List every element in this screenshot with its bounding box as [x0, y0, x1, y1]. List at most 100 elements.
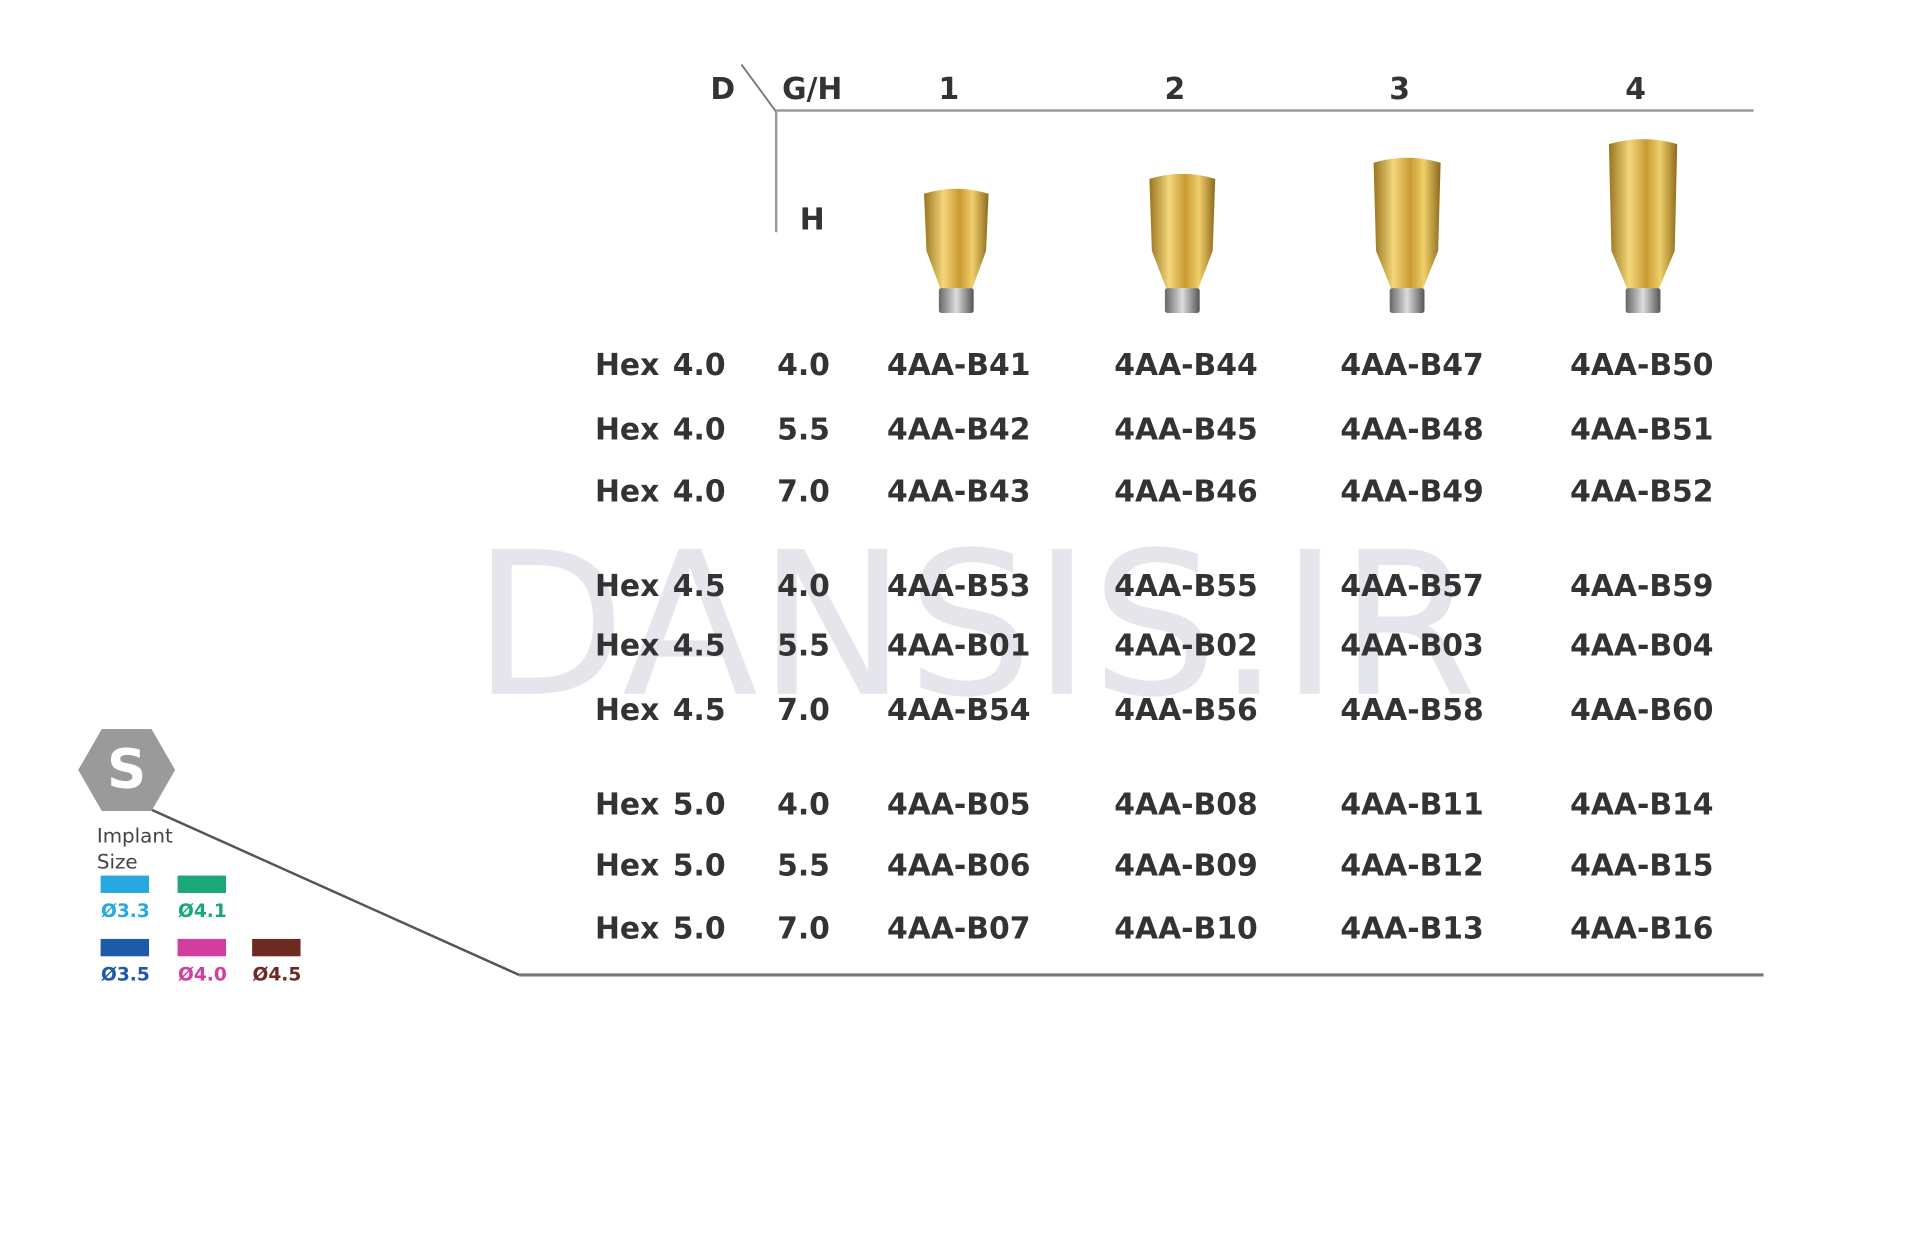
abutment-screw	[1164, 288, 1200, 313]
row-h: 4.0	[777, 348, 830, 383]
product-code: 4AA-B14	[1570, 788, 1713, 823]
size-label: Ø4.1	[178, 901, 227, 922]
row-type: Hex	[595, 788, 659, 823]
product-code: 4AA-B51	[1570, 412, 1713, 447]
row-type: Hex	[595, 848, 659, 883]
abutment-image	[1608, 139, 1678, 313]
product-code: 4AA-B52	[1570, 475, 1713, 510]
product-code: 4AA-B43	[887, 475, 1030, 510]
product-code: 4AA-B13	[1340, 912, 1483, 947]
row-h: 7.0	[777, 693, 830, 728]
row-d: 4.5	[673, 629, 726, 664]
header-divider	[740, 64, 777, 113]
abutment-body	[1373, 157, 1441, 289]
row-d: 4.5	[673, 693, 726, 728]
row-type: Hex	[595, 475, 659, 510]
row-type: Hex	[595, 693, 659, 728]
abutment-body	[1608, 139, 1678, 289]
row-type: Hex	[595, 629, 659, 664]
abutment-image	[1373, 157, 1441, 313]
product-code: 4AA-B45	[1114, 412, 1257, 447]
column-header: 4	[1625, 72, 1646, 107]
product-code: 4AA-B57	[1340, 569, 1483, 604]
abutment-body	[1149, 173, 1216, 289]
column-header: 2	[1164, 72, 1185, 107]
row-type: Hex	[595, 412, 659, 447]
size-swatch	[177, 875, 227, 893]
badge: S	[107, 737, 146, 801]
legend-title: Implant	[97, 825, 173, 848]
product-code: 4AA-B59	[1570, 569, 1713, 604]
abutment-image	[1149, 173, 1216, 313]
row-d: 4.0	[673, 475, 726, 510]
size-label: Ø4.5	[253, 964, 302, 985]
abutment-screw	[1625, 288, 1661, 313]
product-code: 4AA-B06	[887, 848, 1030, 883]
row-d: 4.5	[673, 569, 726, 604]
watermark: DANSIS.IR	[473, 510, 1478, 741]
row-h: 7.0	[777, 475, 830, 510]
size-swatch	[252, 938, 301, 957]
size-label: Ø3.3	[101, 901, 150, 922]
header-h: H	[800, 203, 825, 238]
size-swatch	[100, 875, 150, 893]
row-h: 7.0	[777, 912, 830, 947]
product-code: 4AA-B58	[1340, 693, 1483, 728]
row-d: 4.0	[673, 348, 726, 383]
row-type: Hex	[595, 569, 659, 604]
row-d: 5.0	[673, 848, 726, 883]
row-d: 4.0	[673, 412, 726, 447]
product-code: 4AA-B42	[887, 412, 1030, 447]
product-code: 4AA-B53	[887, 569, 1030, 604]
row-d: 5.0	[673, 912, 726, 947]
table: D G/H H	[151, 64, 1764, 977]
product-code: 4AA-B16	[1570, 912, 1713, 947]
size-label: Ø3.5	[101, 964, 150, 985]
size-label: Ø4.0	[178, 964, 227, 985]
header-d: D	[710, 72, 735, 107]
product-code: 4AA-B56	[1114, 693, 1257, 728]
row-h: 5.5	[777, 848, 830, 883]
badge-hex	[78, 729, 176, 811]
product-code: 4AA-B12	[1340, 848, 1483, 883]
product-code: 4AA-B10	[1114, 912, 1257, 947]
row-h: 4.0	[777, 788, 830, 823]
size-swatch	[100, 938, 150, 957]
product-code: 4AA-B11	[1340, 788, 1483, 823]
product-code: 4AA-B07	[887, 912, 1030, 947]
row-h: 4.0	[777, 569, 830, 604]
product-code: 4AA-B03	[1340, 629, 1483, 664]
legend: S Implant Size	[78, 729, 176, 874]
product-code: 4AA-B55	[1114, 569, 1257, 604]
product-code: 4AA-B48	[1340, 412, 1483, 447]
product-code: 4AA-B15	[1570, 848, 1713, 883]
row-h: 5.5	[777, 412, 830, 447]
row-h: 5.5	[777, 629, 830, 664]
product-code: 4AA-B44	[1114, 348, 1257, 383]
column-header: 1	[938, 72, 959, 107]
product-code: 4AA-B50	[1570, 348, 1713, 383]
row-type: Hex	[595, 348, 659, 383]
product-code: 4AA-B49	[1340, 475, 1483, 510]
legend-title: Size	[97, 851, 138, 874]
product-code: 4AA-B02	[1114, 629, 1257, 664]
legend-connector	[151, 808, 520, 977]
product-code: 4AA-B60	[1570, 693, 1713, 728]
header-gh: G/H	[782, 72, 842, 107]
product-code: 4AA-B47	[1340, 348, 1483, 383]
abutment-screw	[938, 288, 974, 313]
product-code: 4AA-B46	[1114, 475, 1257, 510]
abutment-screw	[1389, 288, 1425, 313]
product-code: 4AA-B41	[887, 348, 1030, 383]
product-code: 4AA-B04	[1570, 629, 1713, 664]
product-code: 4AA-B01	[887, 629, 1030, 664]
row-type: Hex	[595, 912, 659, 947]
product-code: 4AA-B54	[887, 693, 1030, 728]
product-code: 4AA-B09	[1114, 848, 1257, 883]
column-header: 3	[1389, 72, 1410, 107]
product-code: 4AA-B08	[1114, 788, 1257, 823]
abutment-image	[923, 188, 989, 313]
row-d: 5.0	[673, 788, 726, 823]
abutment-body	[923, 188, 989, 289]
